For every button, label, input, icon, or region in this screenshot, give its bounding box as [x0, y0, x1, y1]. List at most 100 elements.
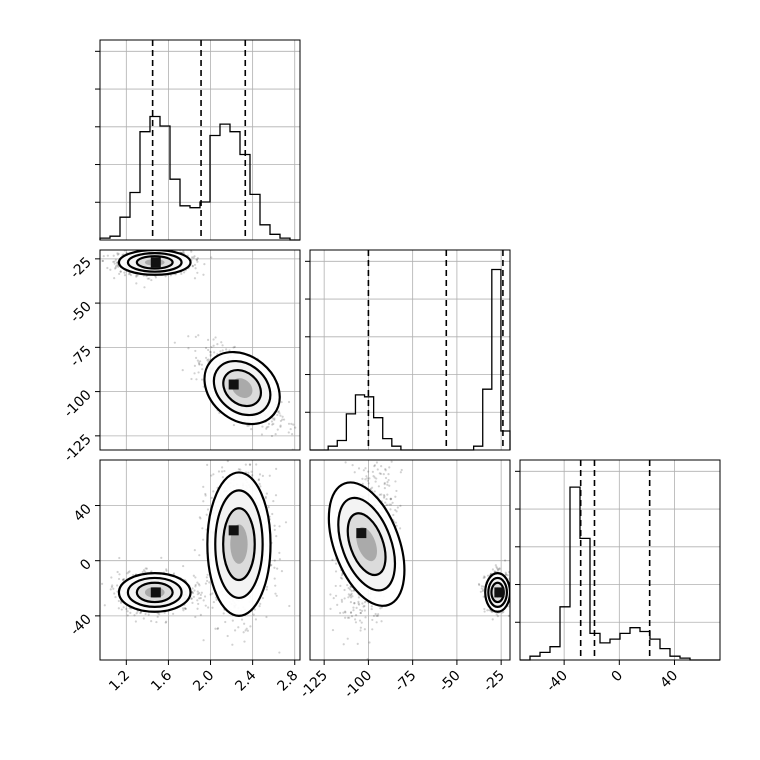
scatter-point [224, 620, 227, 624]
scatter-point [216, 343, 219, 346]
scatter-point [343, 597, 346, 600]
scatter-point [259, 485, 262, 488]
scatter-point [396, 506, 399, 509]
scatter-point [119, 270, 122, 273]
scatter-point [220, 341, 223, 344]
scatter-point [376, 468, 379, 471]
scatter-point [116, 263, 119, 266]
scatter-point [207, 358, 210, 361]
scatter-point [196, 590, 199, 593]
scatter-point [346, 616, 350, 619]
scatter-point [204, 346, 208, 350]
scatter-point [209, 353, 212, 356]
scatter-point [364, 467, 367, 470]
scatter-point [251, 474, 254, 477]
scatter-point [344, 616, 347, 619]
scatter-point [165, 620, 168, 623]
scatter-point [118, 573, 121, 576]
contour-line-1 [214, 489, 264, 600]
scatter-point [196, 581, 199, 584]
scatter-point [204, 604, 207, 607]
scatter-point [276, 413, 279, 417]
scatter-point [481, 589, 484, 593]
scatter-point [205, 576, 208, 579]
scatter-point [207, 606, 210, 609]
scatter-point [274, 592, 277, 595]
scatter-point [347, 587, 350, 590]
scatter-point [244, 463, 247, 466]
scatter-point [164, 247, 166, 249]
scatter-point [247, 471, 250, 474]
scatter-point [121, 578, 125, 581]
scatter-point [279, 414, 282, 417]
scatter-point [232, 346, 235, 349]
scatter-point [258, 605, 261, 608]
scatter-point [359, 626, 362, 629]
contour-line-1 [337, 496, 397, 592]
scatter-point [209, 593, 212, 596]
scatter-point [350, 592, 353, 595]
scatter-point [110, 585, 113, 589]
scatter-point [209, 350, 212, 353]
scatter-point [226, 634, 229, 638]
scatter-point [382, 494, 386, 497]
scatter-point [216, 627, 219, 630]
scatter-point [282, 418, 286, 421]
scatter-point [359, 608, 362, 612]
density-peak [150, 587, 161, 598]
scatter-point [388, 503, 391, 506]
scatter-point [237, 468, 240, 471]
scatter-point [194, 356, 198, 359]
scatter-point [144, 567, 147, 570]
density-peak [356, 528, 367, 539]
scatter-point [202, 639, 205, 642]
scatter-point [496, 615, 499, 618]
scatter-point [184, 607, 187, 610]
scatter-point [199, 613, 202, 616]
scatter-point [513, 592, 515, 594]
scatter-point [349, 611, 353, 614]
scatter-point [334, 570, 338, 573]
scatter-point [210, 496, 213, 499]
scatter-point [242, 631, 245, 634]
scatter-point [231, 643, 234, 646]
scatter-point [215, 598, 218, 601]
scatter-point [389, 498, 392, 501]
scatter-point [142, 569, 146, 572]
scatter-point [357, 596, 360, 599]
scatter-point [123, 271, 126, 274]
scatter-point [227, 454, 229, 456]
scatter-point [265, 427, 268, 430]
scatter-point [350, 589, 353, 593]
scatter-point [265, 585, 269, 588]
scatter-point [257, 479, 260, 482]
scatter-point [194, 349, 197, 353]
scatter-point [172, 612, 175, 615]
scatter-point [136, 274, 139, 277]
scatter-point [206, 338, 210, 341]
scatter-point [340, 577, 344, 580]
contour-line-1 [126, 576, 183, 608]
scatter-point [384, 476, 388, 480]
contour-line-1 [126, 251, 183, 273]
scatter-point [348, 594, 351, 597]
scatter-point [113, 277, 116, 280]
scatter-point [361, 602, 364, 605]
scatter-point [363, 609, 366, 612]
scatter-point [196, 271, 199, 274]
scatter-point [273, 418, 276, 421]
scatter-point [117, 599, 120, 603]
scatter-point [389, 497, 392, 500]
scatter-point [195, 258, 199, 262]
scatter-point [109, 268, 112, 271]
scatter-point [357, 600, 360, 604]
scatter-point [184, 607, 187, 610]
scatter-point [193, 372, 196, 375]
scatter-point [253, 608, 256, 611]
scatter-point [334, 594, 338, 597]
scatter-point [113, 262, 116, 265]
scatter-point [202, 485, 205, 488]
scatter-point [206, 573, 209, 576]
scatter-point [246, 424, 249, 427]
